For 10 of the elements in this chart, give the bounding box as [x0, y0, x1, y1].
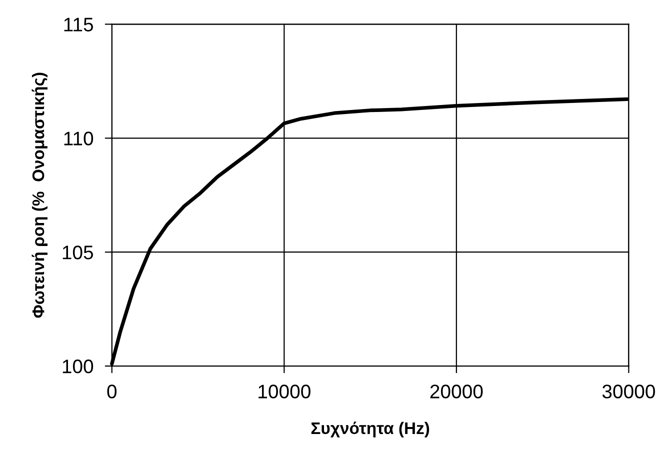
x-tick-label: 10000: [258, 384, 310, 398]
x-tick-label: 0: [107, 384, 117, 398]
y-axis-title: Φωτεινή ροη (% Ονομαστικής): [32, 72, 48, 318]
x-tick-label: 30000: [602, 384, 655, 398]
y-tick-label: 100: [62, 360, 94, 374]
y-tick-label: 105: [62, 246, 94, 260]
x-axis-title: Συχνότητα (Hz): [311, 422, 430, 438]
x-tick-label: 20000: [430, 384, 483, 398]
y-tick-label: 110: [64, 132, 94, 146]
y-tick-label: 115: [64, 18, 94, 32]
